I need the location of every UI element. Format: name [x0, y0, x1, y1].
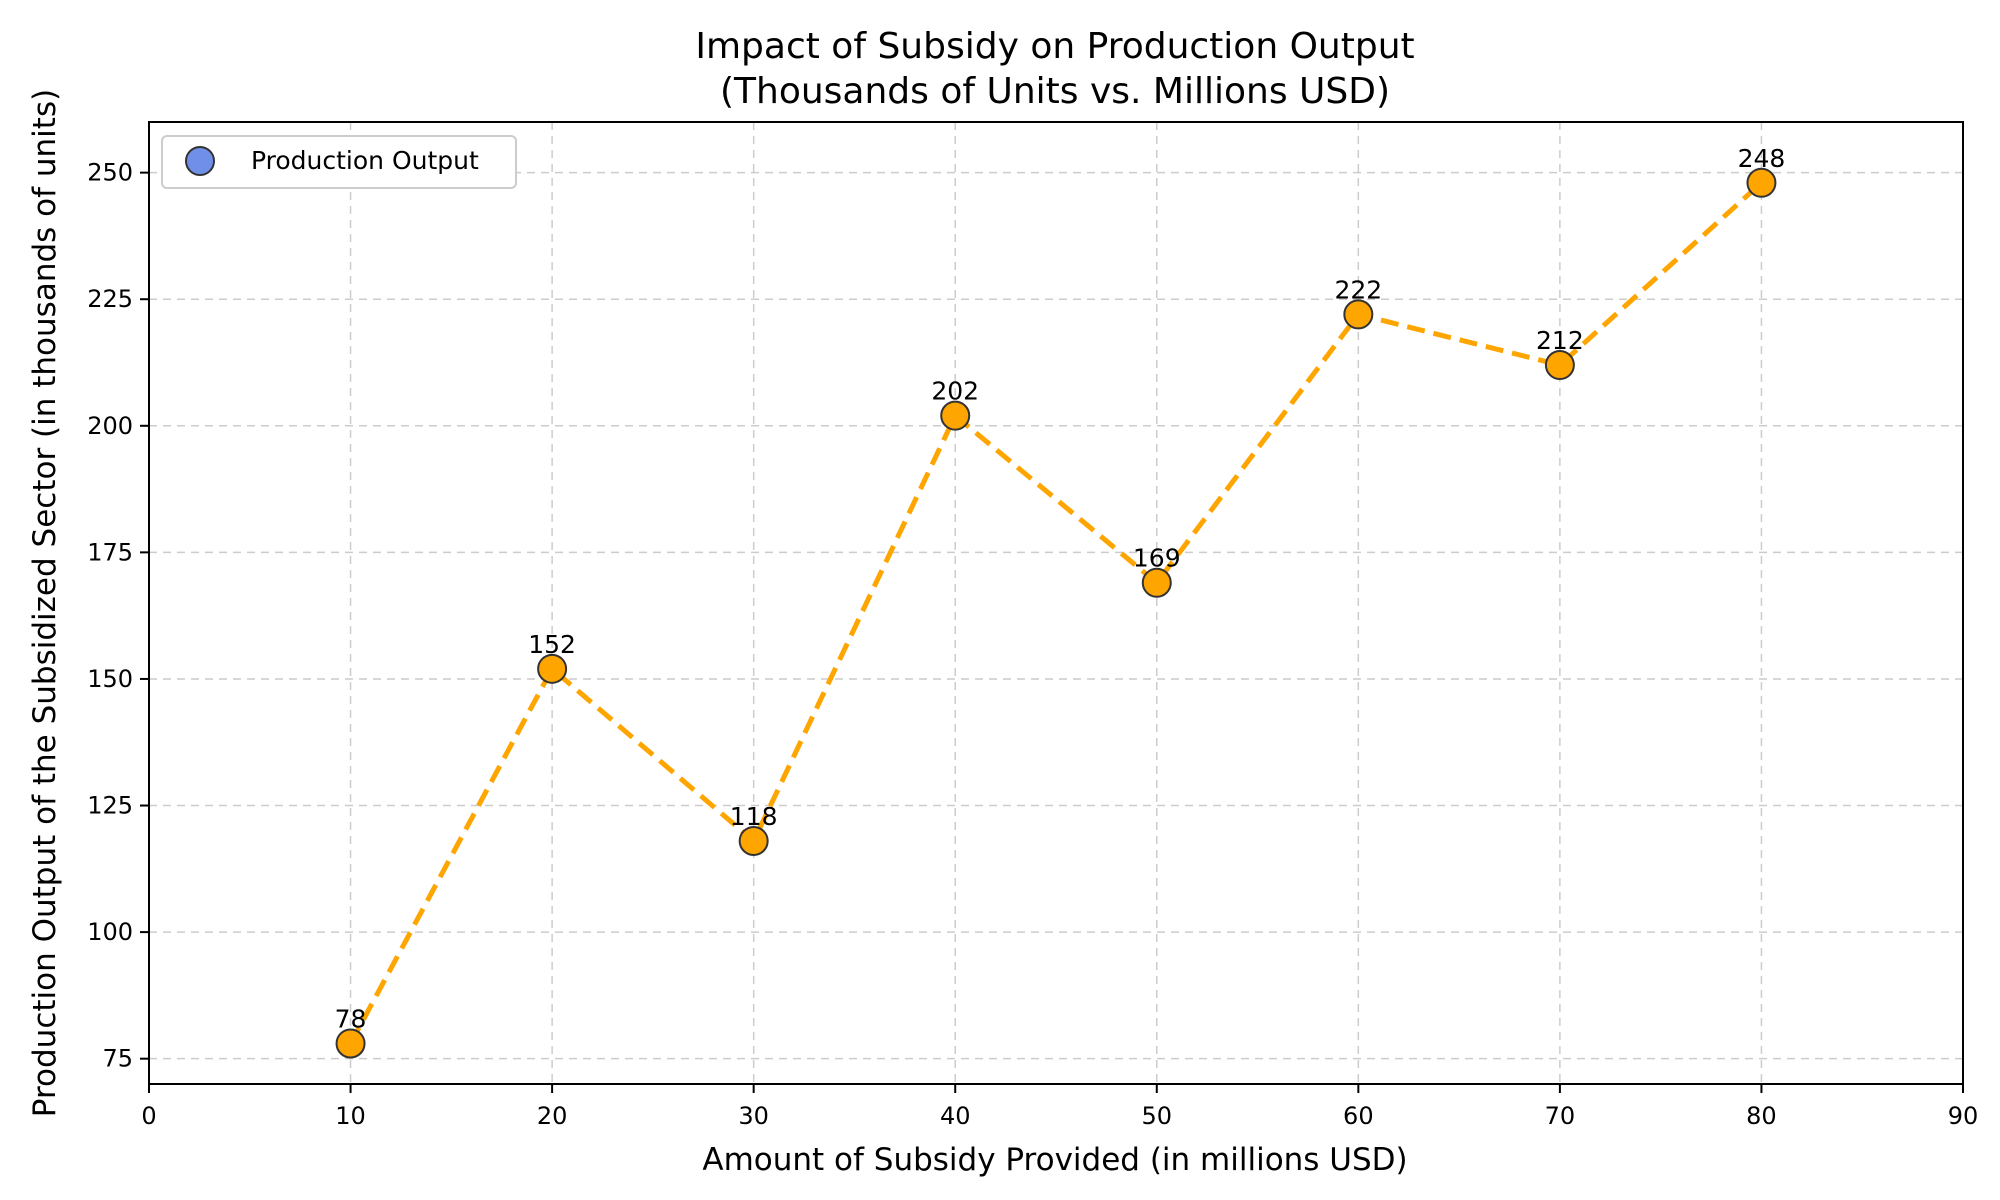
legend: Production Output [161, 135, 517, 189]
y-tick-label: 150 [87, 665, 133, 693]
y-tick-label: 100 [87, 918, 133, 946]
data-label: 169 [1133, 544, 1181, 573]
x-tick-label: 40 [940, 1102, 971, 1130]
legend-box [161, 135, 517, 189]
x-tick-label: 10 [335, 1102, 366, 1130]
legend-marker [185, 146, 215, 176]
x-tick-label: 70 [1545, 1102, 1576, 1130]
data-label: 78 [335, 1004, 367, 1033]
y-tick-label: 125 [87, 792, 133, 820]
x-tick-label: 60 [1343, 1102, 1374, 1130]
plot-area-frame [148, 121, 1964, 1085]
data-point [1544, 350, 1575, 381]
x-tick-label: 80 [1746, 1102, 1777, 1130]
y-tick-label: 175 [87, 538, 133, 566]
data-point [1141, 567, 1172, 598]
data-point [1343, 299, 1374, 330]
grid [149, 122, 1963, 1084]
y-tick-label: 225 [87, 285, 133, 313]
x-tick-label: 90 [1948, 1102, 1979, 1130]
data-point [738, 825, 769, 856]
chart-title: Impact of Subsidy on Production Output [695, 26, 1414, 67]
y-axis-ticks: 75 100 125 150 175 200 225 250 [87, 159, 149, 1073]
x-axis-label: Amount of Subsidy Provided (in millions … [702, 1142, 1407, 1178]
data-point [537, 653, 568, 684]
data-label: 222 [1334, 275, 1382, 304]
y-tick-label: 75 [102, 1045, 133, 1073]
series-line [348, 180, 1764, 1045]
data-label: 152 [528, 630, 576, 659]
x-tick-label: 20 [537, 1102, 568, 1130]
x-tick-label: 0 [141, 1102, 156, 1130]
data-point [940, 400, 971, 431]
legend-label: Production Output [251, 146, 479, 175]
data-label: 248 [1738, 144, 1786, 173]
data-point [1746, 167, 1777, 198]
data-label: 202 [931, 377, 979, 406]
x-tick-label: 50 [1142, 1102, 1173, 1130]
chart-subtitle: (Thousands of Units vs. Millions USD) [720, 71, 1390, 112]
x-axis-ticks: 0 10 20 30 40 50 60 70 80 90 [141, 1084, 1978, 1130]
y-axis-label: Production Output of the Subsidized Sect… [27, 89, 63, 1117]
y-tick-label: 200 [87, 412, 133, 440]
y-tick-label: 250 [87, 159, 133, 187]
data-label: 212 [1536, 326, 1584, 355]
data-markers [335, 167, 1777, 1059]
x-tick-label: 30 [738, 1102, 769, 1130]
data-label: 118 [730, 802, 778, 831]
data-point [335, 1028, 366, 1059]
data-labels: 78 152 118 202 169 222 212 248 [335, 144, 1786, 1034]
